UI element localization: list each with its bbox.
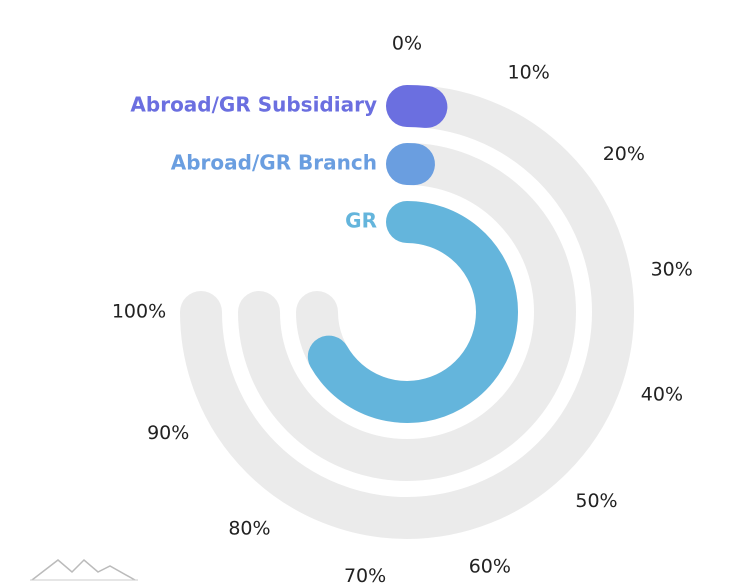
tick-label: 30% — [651, 259, 693, 281]
tick-label: 80% — [228, 517, 270, 539]
logo — [31, 558, 136, 581]
tick-label: 20% — [603, 143, 645, 165]
tick-label: 70% — [344, 565, 386, 586]
tick-label: 90% — [147, 422, 189, 444]
category-label: Abroad/GR Branch — [171, 151, 377, 175]
tick-label: 60% — [469, 555, 511, 577]
tick-label: 40% — [641, 383, 683, 405]
track — [180, 85, 634, 539]
category-label: Abroad/GR Subsidiary — [130, 93, 377, 117]
tick-label: 100% — [112, 301, 166, 323]
track — [238, 143, 576, 481]
tick-label: 0% — [392, 33, 422, 55]
bar — [386, 85, 448, 128]
category-label: GR — [345, 209, 377, 233]
bar — [307, 201, 518, 423]
tick-label: 10% — [508, 62, 550, 84]
tick-label: 50% — [575, 490, 617, 512]
